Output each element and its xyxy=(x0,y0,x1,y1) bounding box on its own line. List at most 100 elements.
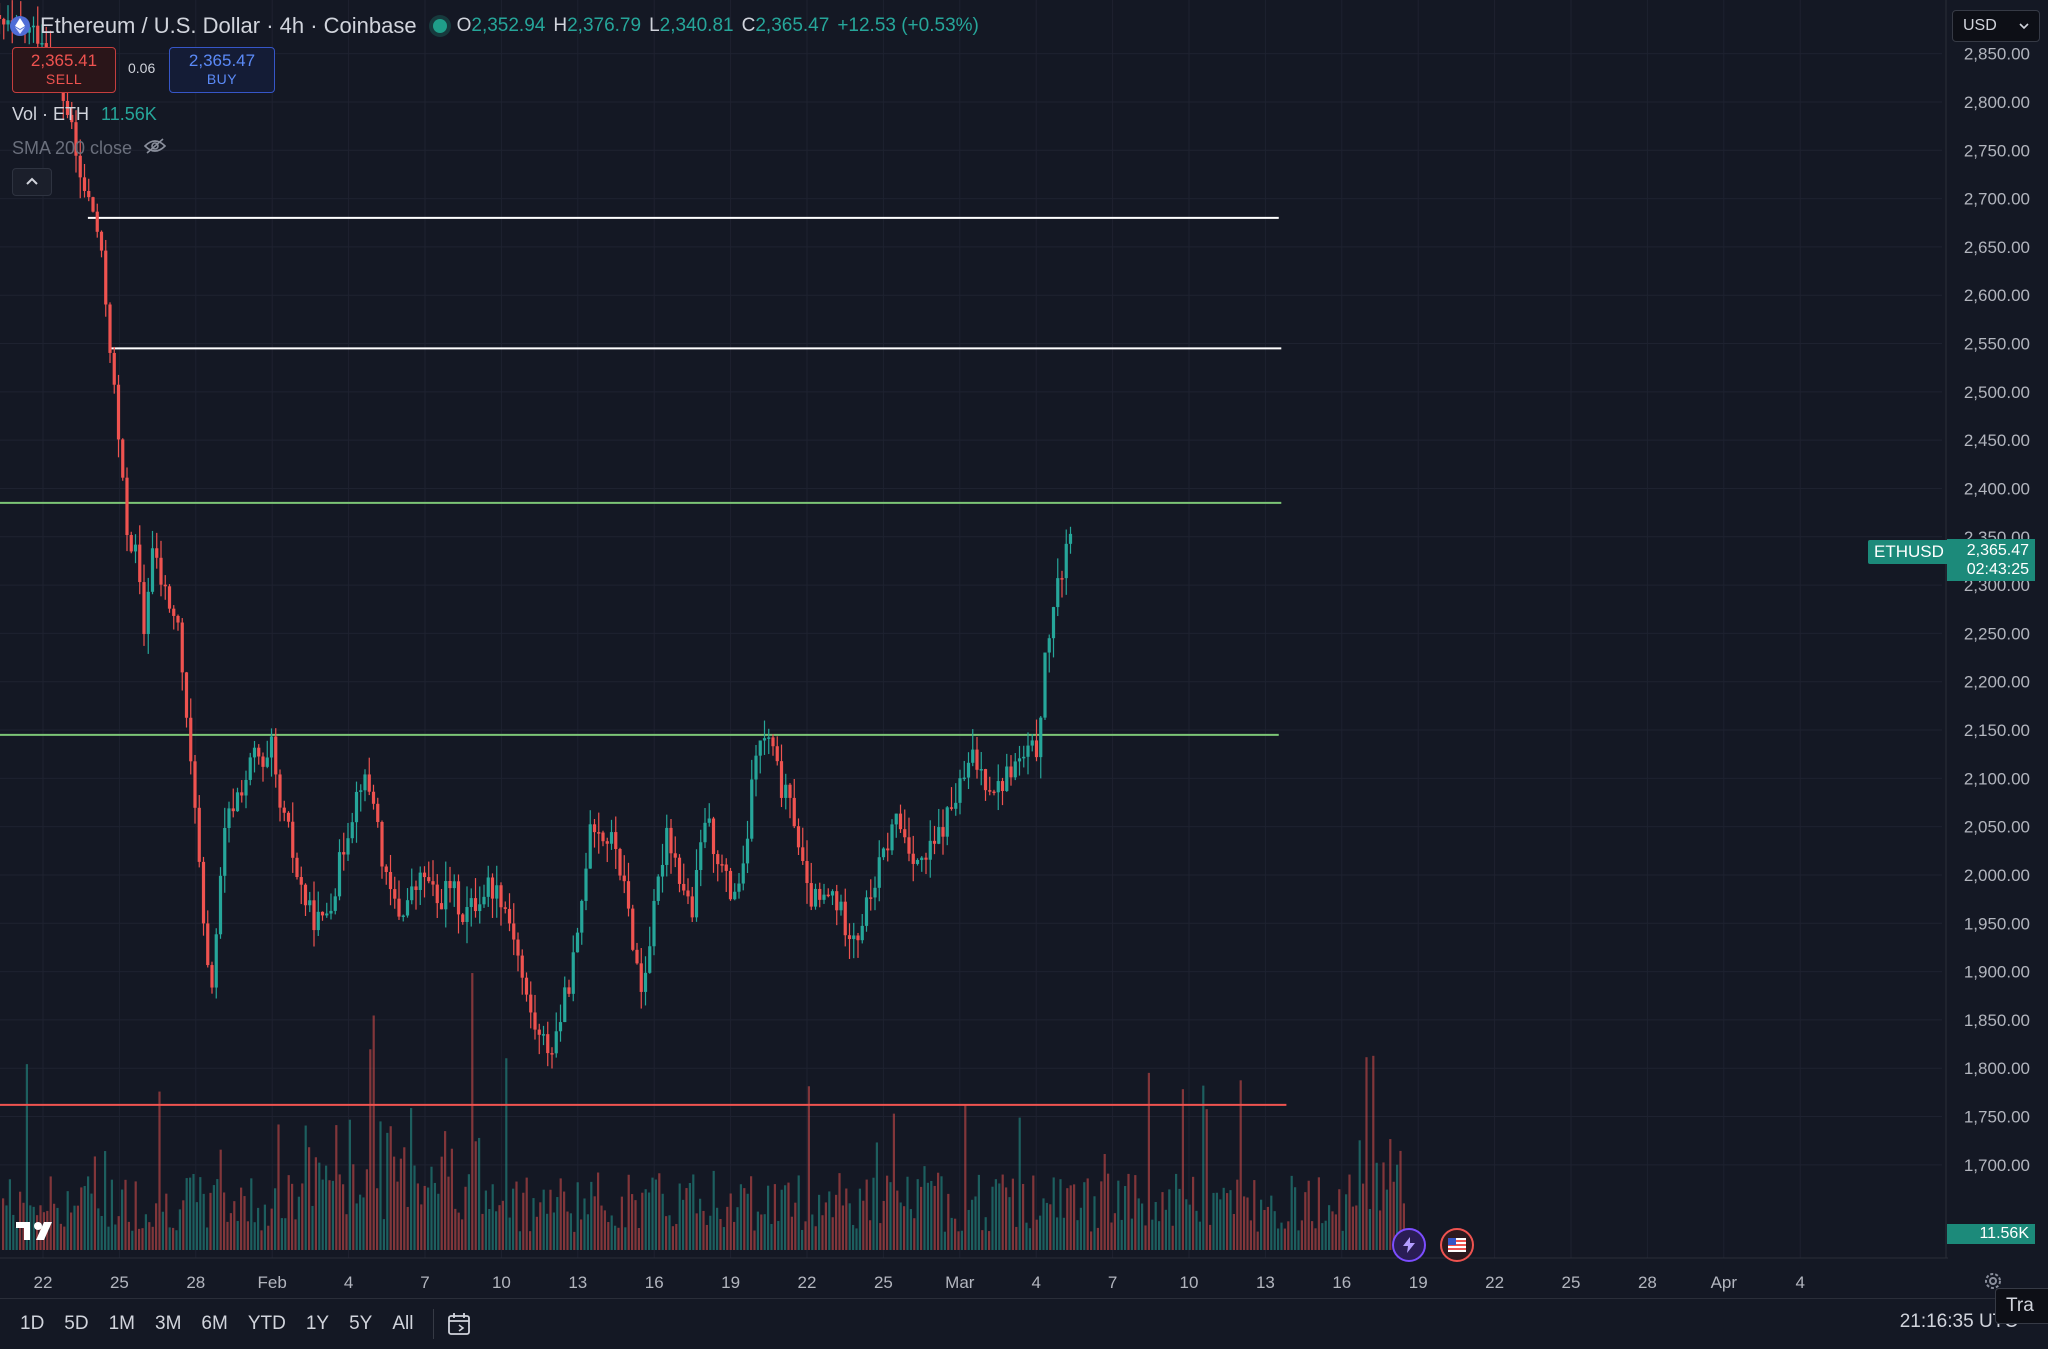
sell-button[interactable]: 2,365.41 SELL xyxy=(12,47,116,93)
us-flag-event-icon[interactable] xyxy=(1440,1228,1474,1262)
volume-bar xyxy=(872,1177,875,1250)
volume-bar xyxy=(1311,1221,1314,1250)
volume-bar xyxy=(811,1214,814,1250)
volume-bar xyxy=(1137,1198,1140,1250)
volume-bar xyxy=(1382,1162,1385,1250)
candle-body xyxy=(792,797,796,827)
candle-body xyxy=(758,740,762,756)
time-tick-label: 28 xyxy=(1638,1273,1657,1292)
volume-bar xyxy=(665,1216,668,1250)
volume-bar xyxy=(131,1230,134,1250)
candle-body xyxy=(444,881,448,910)
gear-icon[interactable] xyxy=(1982,1270,2004,1292)
volume-bar xyxy=(882,1200,885,1250)
volume-bar xyxy=(423,1185,426,1250)
volume-bar xyxy=(427,1187,430,1250)
candle-body xyxy=(278,774,282,808)
volume-bar xyxy=(1154,1202,1157,1250)
volume-bar xyxy=(746,1193,749,1250)
candle-body xyxy=(958,778,962,803)
ohlc-values: O2,352.94 H2,376.79 L2,340.81 C2,365.47 … xyxy=(457,15,979,37)
sma-label: SMA 200 close xyxy=(12,138,133,158)
candlesticks xyxy=(0,0,1073,1069)
price-chart[interactable]: 1,700.00 1,750.00 1,800.00 1,850.00 1,900.00… xyxy=(0,0,2048,1298)
volume-bar xyxy=(447,1176,450,1250)
volume-bar xyxy=(1107,1173,1110,1250)
candle-body xyxy=(333,896,337,911)
volume-bar xyxy=(209,1192,212,1250)
volume-bar xyxy=(899,1202,902,1250)
time-tick-label: 25 xyxy=(874,1273,893,1292)
candle-body xyxy=(635,949,639,964)
price-axis: 1,700.00 1,750.00 1,800.00 1,850.00 1,900.00… xyxy=(1945,0,2030,1258)
volume-bar xyxy=(814,1226,817,1250)
volume-indicator-legend[interactable]: Vol · ETH 11.56K xyxy=(12,104,157,125)
sma-indicator-legend[interactable]: SMA 200 close xyxy=(12,138,167,159)
volume-bar xyxy=(202,1193,205,1250)
volume-bar xyxy=(984,1217,987,1250)
volume-bar xyxy=(73,1205,76,1250)
volume-bar xyxy=(104,1151,107,1250)
candle-body xyxy=(308,900,312,906)
calendar-icon[interactable] xyxy=(444,1309,474,1339)
candle-body xyxy=(622,875,626,882)
candle-body xyxy=(210,965,214,988)
lightning-event-icon[interactable] xyxy=(1392,1228,1426,1262)
volume-bar xyxy=(1168,1189,1171,1250)
range-5d-button[interactable]: 5D xyxy=(64,1313,89,1334)
volume-bar xyxy=(1147,1072,1150,1250)
volume-bar xyxy=(342,1184,345,1250)
candle-body xyxy=(150,548,155,592)
volume-bar xyxy=(1066,1188,1069,1250)
time-tick-label: 28 xyxy=(186,1273,205,1292)
volume-bar xyxy=(631,1194,634,1250)
range-6m-button[interactable]: 6M xyxy=(201,1313,228,1334)
volume-bar xyxy=(1212,1192,1215,1250)
eye-hidden-icon[interactable] xyxy=(143,138,167,159)
range-all-button[interactable]: All xyxy=(392,1313,414,1334)
volume-bar xyxy=(138,1228,141,1250)
candle-body xyxy=(822,894,826,900)
candle-body xyxy=(261,756,265,767)
candle-body xyxy=(512,923,516,940)
candle-body xyxy=(129,535,133,552)
volume-bar xyxy=(1287,1221,1290,1250)
volume-bar xyxy=(270,1208,273,1250)
trade-panel-button[interactable]: Tra xyxy=(1995,1288,2048,1324)
volume-bar xyxy=(1253,1180,1256,1250)
volume-bar xyxy=(954,1218,957,1250)
currency-selector[interactable]: USD xyxy=(1952,10,2040,42)
candle-body xyxy=(435,884,439,904)
volume-bar xyxy=(1049,1204,1052,1250)
buy-button[interactable]: 2,365.47 BUY xyxy=(169,47,275,93)
candle-body xyxy=(350,822,354,839)
volume-bar xyxy=(1171,1225,1174,1250)
volume-bar xyxy=(780,1189,783,1250)
volume-bar xyxy=(930,1180,933,1250)
symbol-legend[interactable]: Ethereum / U.S. Dollar · 4h · Coinbase O… xyxy=(10,12,979,40)
volume-bar xyxy=(960,1230,963,1250)
range-1y-button[interactable]: 1Y xyxy=(305,1313,330,1334)
candle-body xyxy=(397,898,401,917)
candle-body xyxy=(886,848,890,851)
candle-body xyxy=(894,813,898,825)
volume-bar xyxy=(53,1203,56,1250)
range-1m-button[interactable]: 1M xyxy=(108,1313,135,1334)
volume-bar xyxy=(1045,1202,1048,1250)
candle-body xyxy=(193,761,197,808)
tradingview-logo-icon[interactable] xyxy=(16,1218,60,1242)
range-3m-button[interactable]: 3M xyxy=(155,1313,182,1334)
range-1d-button[interactable]: 1D xyxy=(20,1313,45,1334)
volume-bar xyxy=(603,1210,606,1250)
range-ytd-button[interactable]: YTD xyxy=(247,1313,286,1334)
range-5y-button[interactable]: 5Y xyxy=(349,1313,373,1334)
utc-clock[interactable]: 21:16:35 UTC xyxy=(1899,1311,2018,1332)
collapse-legend-button[interactable] xyxy=(12,168,52,196)
candle-body xyxy=(125,477,129,536)
volume-bar xyxy=(1368,1208,1371,1250)
currency-value: USD xyxy=(1963,17,1997,34)
volume-bar xyxy=(773,1184,776,1250)
volume-bar xyxy=(913,1218,916,1250)
volume-bar xyxy=(535,1216,538,1250)
time-tick-label: 7 xyxy=(420,1273,429,1292)
